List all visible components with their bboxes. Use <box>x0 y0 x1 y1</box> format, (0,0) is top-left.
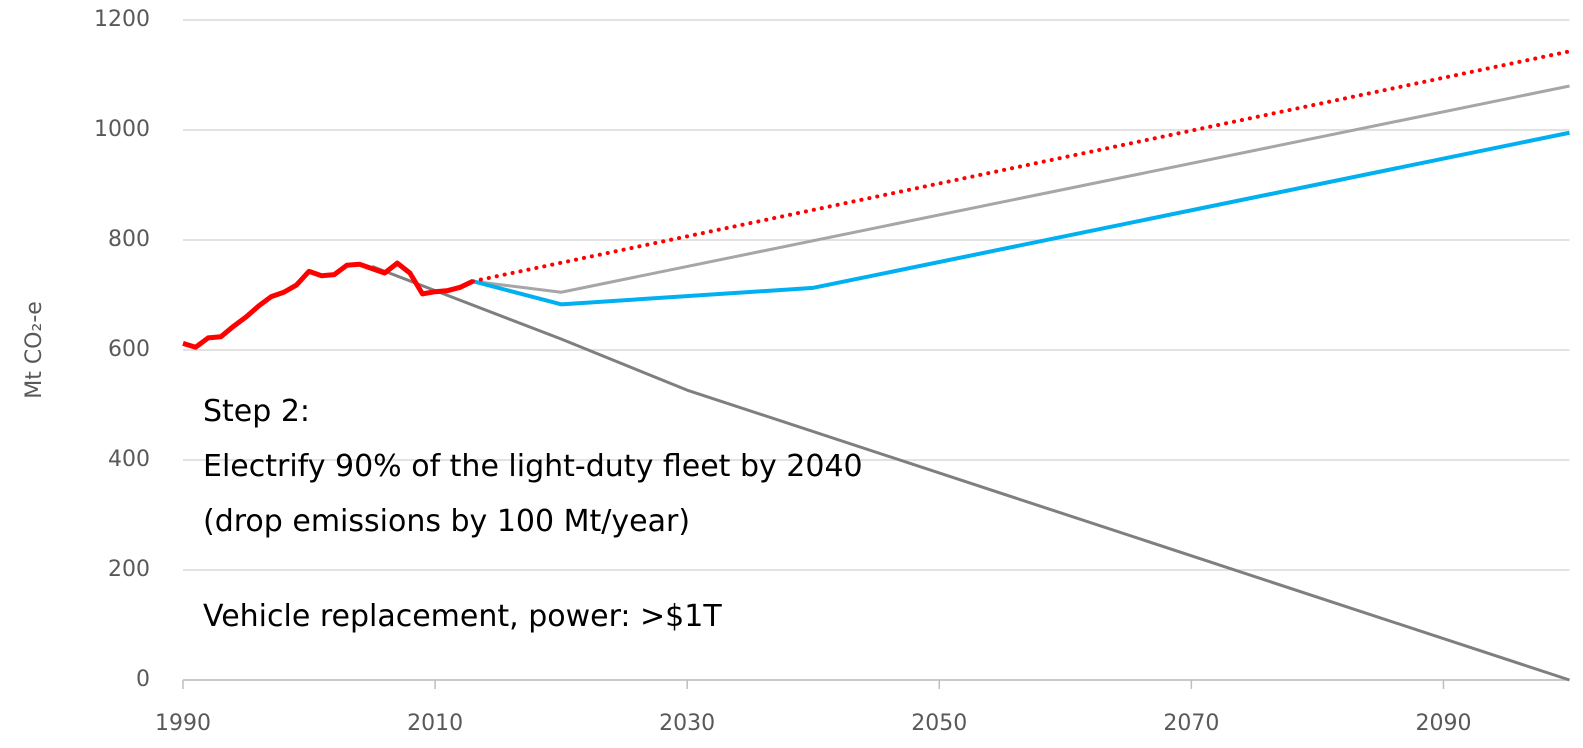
x-tick-label: 2010 <box>407 711 463 736</box>
y-tick-label: 1000 <box>94 117 150 142</box>
y-tick-label: 600 <box>108 337 150 362</box>
y-tick-label: 200 <box>108 557 150 582</box>
series-line <box>371 264 1570 682</box>
plot: 0 200 400 600 800 1000 1200 1990 2010 2030 2050 207… <box>94 7 1572 736</box>
x-tick-label: 2090 <box>1415 711 1471 736</box>
series-line <box>470 49 1572 284</box>
x-tick-label: 2030 <box>659 711 715 736</box>
annotation: (drop emissions by 100 Mt/year) <box>203 504 690 539</box>
series-line <box>182 260 474 350</box>
y-tick-label: 0 <box>136 667 150 692</box>
x-tick-label: 1990 <box>155 711 211 736</box>
series-line <box>472 130 1570 307</box>
x-tick-label: 2050 <box>911 711 967 736</box>
y-tick-label: 800 <box>108 227 150 252</box>
series-line <box>472 84 1570 294</box>
annotation: Vehicle replacement, power: >$1T <box>203 599 722 634</box>
y-axis-label: Mt CO₂-e <box>22 301 47 399</box>
annotation: Step 2: <box>203 394 310 429</box>
y-tick-label: 1200 <box>94 7 150 32</box>
annotation: Electrify 90% of the light-duty fleet by… <box>203 449 863 484</box>
x-tick-label: 2070 <box>1163 711 1219 736</box>
y-tick-label: 400 <box>108 447 150 472</box>
